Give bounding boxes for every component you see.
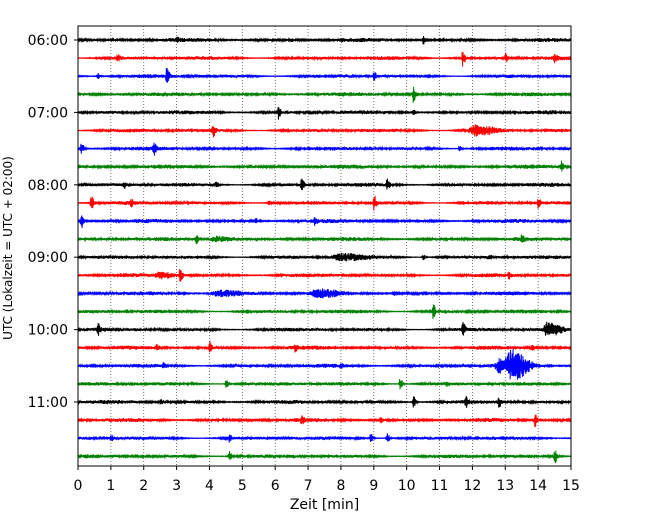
- x-tick-label: 15: [562, 478, 580, 494]
- x-tick-label: 11: [431, 478, 449, 494]
- y-axis-ticks: 06:00 07:00 08:00 09:00 10:00 11:00: [28, 33, 78, 411]
- trace-0730: [77, 142, 572, 156]
- trace-0615: [77, 51, 572, 67]
- x-tick-label: 0: [74, 478, 83, 494]
- x-tick-label: 14: [529, 478, 547, 494]
- trace-0930: [77, 288, 572, 299]
- x-tick-label: 13: [496, 478, 514, 494]
- x-tick-label: 7: [304, 478, 313, 494]
- trace-0715: [77, 124, 572, 138]
- trace-1000: [77, 321, 572, 336]
- x-tick-label: 2: [139, 478, 148, 494]
- x-tick-label: 3: [172, 478, 181, 494]
- x-axis-ticks: 0 1 2 3 4 5 6 7 8 9 10 11 12 13 14 15: [74, 466, 580, 494]
- trace-0945: [77, 304, 572, 320]
- trace-0700: [77, 106, 572, 120]
- seismogram-traces: [77, 35, 572, 464]
- trace-1130: [77, 433, 572, 443]
- trace-0745: [77, 160, 572, 172]
- y-tick-label: 11:00: [28, 395, 68, 411]
- trace-1100: [77, 395, 572, 408]
- y-tick-label: 06:00: [28, 33, 68, 49]
- y-tick-label: 09:00: [28, 250, 68, 266]
- y-axis-title: UTC (Lokalzeit = UTC + 02:00): [1, 156, 15, 340]
- trace-0630: [77, 68, 572, 83]
- trace-1030: [77, 349, 572, 380]
- vertical-grid: [110, 26, 539, 466]
- x-tick-label: 1: [106, 478, 115, 494]
- trace-1045: [77, 378, 572, 390]
- trace-1015: [77, 340, 572, 353]
- x-tick-label: 8: [336, 478, 345, 494]
- trace-0600: [77, 35, 572, 45]
- y-tick-label: 08:00: [28, 178, 68, 194]
- trace-1115: [77, 414, 572, 428]
- y-tick-label: 07:00: [28, 105, 68, 121]
- trace-0845: [77, 234, 572, 245]
- x-tick-label: 4: [205, 478, 214, 494]
- x-axis-title: Zeit [min]: [290, 497, 359, 513]
- x-tick-label: 9: [369, 478, 378, 494]
- y-tick-label: 10:00: [28, 323, 68, 339]
- trace-0915: [77, 269, 572, 282]
- trace-0645: [77, 86, 572, 103]
- trace-0830: [77, 215, 572, 228]
- plot-frame: [77, 25, 572, 467]
- trace-1145: [77, 450, 572, 464]
- x-tick-label: 12: [463, 478, 481, 494]
- trace-0815: [77, 195, 572, 211]
- x-tick-label: 10: [398, 478, 416, 494]
- trace-0900: [77, 252, 572, 262]
- x-tick-label: 5: [238, 478, 247, 494]
- x-tick-label: 6: [271, 478, 280, 494]
- trace-0800: [77, 178, 572, 191]
